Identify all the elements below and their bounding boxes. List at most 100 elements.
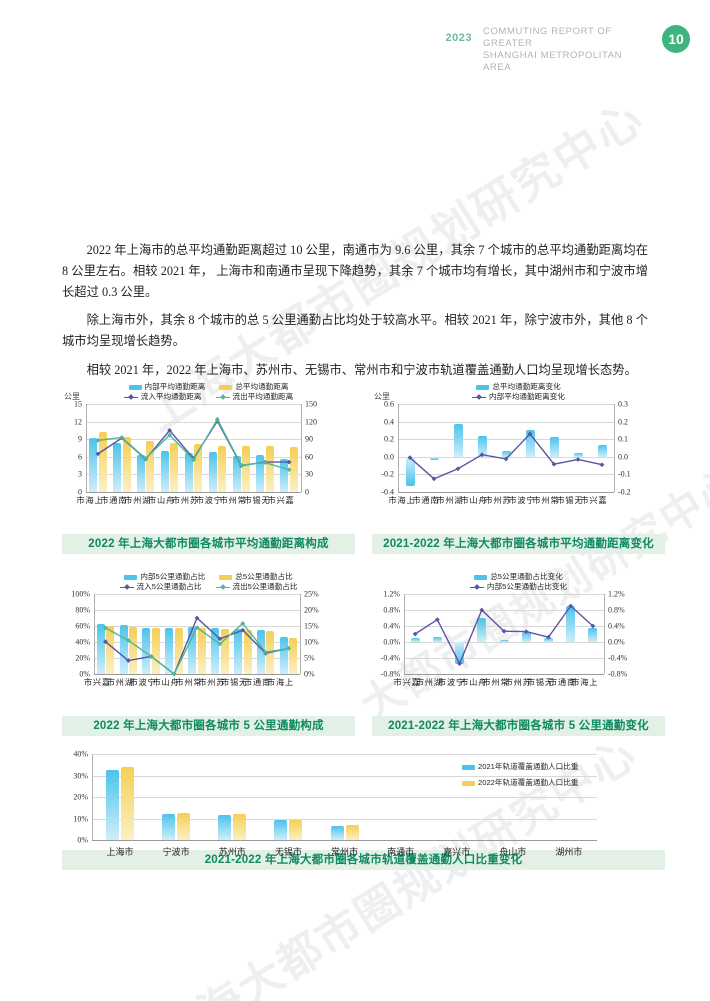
- bar: [453, 424, 463, 457]
- bar: [98, 432, 107, 492]
- chart5-legend: 2021年轨道覆盖通勤人口比重 2022年轨道覆盖通勤人口比重: [462, 762, 578, 794]
- bar: [588, 627, 598, 642]
- bar: [330, 826, 344, 840]
- legend-item: 流入5公里通勤占比: [119, 582, 202, 592]
- line-marker: [214, 416, 220, 422]
- x-axis-tick-label: 舟山市: [459, 496, 487, 505]
- secondary-y-axis-line: [300, 594, 301, 674]
- legend-item: 总5公里通勤占比: [219, 572, 293, 582]
- bar: [160, 450, 169, 492]
- x-axis-tick-label: 嘉兴市: [266, 496, 294, 505]
- bar: [499, 639, 509, 642]
- chart2-legend: 总平均通勤距离变化 内部平均通勤距离变化: [372, 382, 665, 402]
- legend-swatch-line-icon: [119, 584, 134, 590]
- bar: [573, 453, 583, 457]
- y-axis-tick-label: 0.2: [384, 434, 394, 444]
- secondary-y-axis-tick-label: -0.1: [618, 469, 631, 479]
- bar: [501, 450, 511, 457]
- x-axis-tick-label: 湖州市: [555, 847, 583, 857]
- bar: [543, 638, 553, 642]
- gridline: [404, 626, 604, 627]
- chart3-plot-area: 0% 20% 40% 60% 80% 100% 0% 5% 10% 15% 20% 25% 嘉兴市 湖州市…: [62, 589, 355, 687]
- bar: [113, 443, 122, 492]
- bar: [477, 618, 487, 642]
- y-axis-tick-label: 20%: [75, 653, 90, 663]
- secondary-y-axis-tick-label: 25%: [304, 589, 319, 599]
- chart5-caption: 2021-2022 年上海大都市圈各城市轨道覆盖通勤人口比重变化: [62, 850, 665, 870]
- y-axis-tick-label: 30%: [73, 771, 88, 780]
- line-marker: [503, 456, 509, 462]
- x-axis-tick-label: 苏州市: [483, 496, 511, 505]
- chart-average-commute-distance-composition: 内部平均通勤距离 总平均通勤距离 流入平均通勤距离 流出平均通勤距离 0 3 6 9 12 15…: [62, 382, 355, 554]
- x-axis-tick-label: 嘉兴市: [82, 678, 110, 687]
- line-series-layer: [412, 603, 596, 667]
- secondary-y-axis-tick-label: 0%: [304, 669, 315, 679]
- secondary-y-axis-line: [614, 404, 615, 492]
- legend-swatch-bar-icon: [474, 574, 488, 580]
- gridline: [398, 474, 614, 476]
- legend-label: 2022年轨道覆盖通勤人口比重: [478, 778, 579, 787]
- legend-item: 总平均通勤距离: [219, 382, 288, 392]
- bar: [232, 455, 241, 492]
- x-axis-tick-label: 常州市: [481, 678, 509, 687]
- chart4-caption: 2021-2022 年上海大都市圈各城市 5 公里通勤变化: [372, 716, 665, 736]
- legend-item: 流出5公里通勤占比: [215, 582, 297, 592]
- chart5-plot-area: 0% 10% 20% 30% 40% 上海市 宁波市 苏州市 无锡市 常州市 南通市 嘉兴市 舟山市 湖州…: [62, 750, 665, 857]
- legend-item: 总平均通勤距离变化: [476, 382, 561, 392]
- bar: [410, 637, 420, 642]
- line-marker: [431, 476, 437, 482]
- axis-unit-label: 公里: [374, 392, 390, 401]
- gridline: [94, 594, 300, 595]
- gridline: [86, 421, 301, 423]
- y-axis-tick-label: 20%: [73, 792, 88, 802]
- legend-label: 总5公里通勤占比: [235, 572, 293, 581]
- line-marker: [240, 621, 246, 626]
- secondary-y-axis-tick-label: -0.2: [618, 487, 631, 497]
- y-axis-tick-label: 12: [74, 417, 82, 427]
- y-axis-tick-label: 60%: [75, 621, 90, 631]
- secondary-y-axis-tick-label: 15%: [304, 621, 319, 631]
- bar: [549, 436, 559, 457]
- bar: [106, 770, 120, 840]
- y-axis-tick-label: 9: [78, 434, 82, 444]
- line-marker: [194, 625, 200, 630]
- bar: [345, 825, 359, 840]
- x-axis-tick-label: 湖州市: [435, 496, 463, 505]
- secondary-y-axis-tick-label: 150: [305, 399, 317, 409]
- legend-swatch-bar-icon: [124, 574, 138, 580]
- bar: [177, 812, 191, 840]
- gridline: [86, 492, 301, 493]
- line-marker: [95, 437, 101, 443]
- bar: [121, 766, 135, 840]
- bar: [265, 445, 274, 492]
- y-axis-tick-label: 0.0%: [383, 637, 400, 647]
- line-marker: [599, 462, 605, 468]
- bar: [129, 626, 138, 674]
- line-series-layer: [103, 615, 291, 677]
- secondary-y-axis-tick-label: 0.8%: [608, 605, 625, 615]
- secondary-y-axis-tick-label: 0.0%: [608, 637, 625, 647]
- x-axis-tick-label: 湖州市: [123, 496, 151, 505]
- paragraph-2: 除上海市外，其余 8 个城市的总 5 公里通勤占比均处于较高水平。相较 2021…: [62, 313, 648, 349]
- y-axis-tick-label: 3: [78, 469, 82, 479]
- gridline: [86, 474, 301, 476]
- bar: [405, 456, 415, 486]
- bar: [218, 445, 227, 492]
- bar: [146, 440, 155, 492]
- line-series-layer: [407, 431, 605, 482]
- chart4-legend: 总5公里通勤占比变化 内部5公里通勤占比变化: [372, 572, 665, 592]
- bar: [188, 626, 197, 674]
- y-axis-line: [94, 594, 95, 674]
- y-axis-line: [398, 404, 399, 492]
- x-axis-tick-label: 无锡市: [220, 678, 248, 687]
- x-axis-tick-label: 宁波市: [128, 678, 156, 687]
- bar: [208, 451, 217, 492]
- bar: [234, 629, 243, 674]
- bar: [274, 820, 288, 840]
- line-series-layer: [95, 416, 292, 473]
- legend-swatch-bar-icon: [128, 384, 142, 390]
- legend-swatch-line-icon: [215, 394, 230, 400]
- legend-item: 2022年轨道覆盖通勤人口比重: [462, 778, 578, 788]
- line-marker: [240, 627, 246, 633]
- legend-label: 内部5公里通勤占比变化: [486, 582, 568, 591]
